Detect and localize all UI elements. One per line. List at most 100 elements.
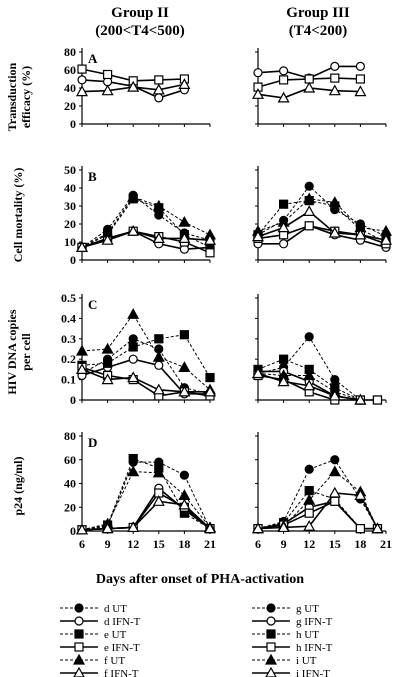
- x-axis-title: Days after onset of PHA-activation: [96, 572, 304, 587]
- panel-c-group-ii-point-f-ut: [127, 308, 140, 319]
- legend-marker-square-icon: [74, 629, 84, 639]
- legend-marker-square-icon: [74, 642, 84, 652]
- panel-c-group-ii-y-tick-label: 0.3: [61, 332, 76, 346]
- legend-label: h IFN-T: [296, 642, 333, 654]
- x-tick-label: 12: [127, 537, 139, 551]
- panel-a-y-label-line1: Transduction: [5, 62, 19, 131]
- panel-c-y-label-line2: per cell: [19, 333, 33, 371]
- panel-a-group-iii-point-g-ifn-t: [330, 61, 340, 72]
- x-tick-label: 15: [329, 537, 341, 551]
- panel-d-group-iii: [251, 432, 387, 534]
- panel-c-group-ii-point-e-ut: [179, 330, 189, 340]
- panel-d-group-ii-point-f-ifn-t: [75, 523, 89, 535]
- panel-c-group-ii-y-tick-label: 0: [70, 393, 76, 407]
- legend-marker-triangle-icon: [265, 666, 277, 677]
- panel-d-group-iii-line-i-ifn-t: [257, 492, 379, 530]
- panel-c-group-iii-point-i-ifn-t: [354, 393, 367, 405]
- panel-a-group-ii-y-tick-label: 20: [64, 99, 76, 113]
- panel-c-group-ii-point-f-ifn-t: [101, 373, 114, 385]
- panel-b-group-iii-series-g-ut: [253, 181, 391, 242]
- panel-d-group-ii-point-f-ifn-t: [101, 522, 114, 534]
- legend-label: f UT: [104, 655, 125, 667]
- panel-d-group-iii-point-i-ut: [328, 465, 341, 477]
- panel-d-group-ii-y-tick-label: 20: [64, 500, 76, 514]
- panel-a-group-ii-y-tick-label: 40: [64, 81, 76, 95]
- group-iii-subtitle: (T4<200): [289, 23, 348, 39]
- legend-entry-f-ifn-t: f IFN-T: [60, 666, 139, 677]
- panel-c-group-ii-y-tick-label: 0.4: [61, 311, 76, 325]
- panel-d-group-iii-line-i-ut: [257, 470, 378, 530]
- panel-c-group-ii-line-f-ut: [81, 313, 211, 391]
- panel-d-group-ii-series-f-ifn-t: [75, 495, 217, 535]
- panel-c-group-ii-point-e-ut: [154, 334, 164, 344]
- panel-a-group-ii-series-f-ifn-t: [75, 78, 191, 97]
- panel-b-group-ii-point-f-ifn-t: [127, 224, 140, 236]
- panel-c-group-ii-point-f-ifn-t: [152, 383, 165, 395]
- panel-c-group-iii-point-i-ifn-t: [303, 379, 316, 391]
- panel-c-group-iii-point-i-ifn-t: [328, 389, 341, 401]
- panel-a-group-iii-point-g-ifn-t: [253, 68, 263, 78]
- legend-entry-e-ut: e UT: [60, 629, 127, 641]
- panel-d-group-ii-y-tick-label: 0: [70, 524, 76, 538]
- panel-d-y-label: p24 (ng/ml): [11, 456, 25, 515]
- panel-d-group-ii-series-d-ut: [77, 457, 215, 535]
- panel-b-group-iii-point-h-ifn-t: [304, 221, 314, 231]
- panel-c-group-iii: [251, 294, 387, 405]
- panel-c-group-ii-point-d-ifn-t: [128, 354, 138, 364]
- panel-a-group-ii-point-f-ifn-t: [152, 83, 165, 95]
- legend-entry-h-ut: h UT: [252, 629, 319, 641]
- panel-d-group-iii-point-g-ut: [330, 455, 340, 465]
- legend-marker-triangle-icon: [72, 653, 86, 665]
- panel-a-group-iii-series-i-ifn-t: [251, 81, 367, 103]
- panel-c-group-iii-point-h-ut: [279, 354, 289, 364]
- legend-marker-circle-icon: [266, 603, 276, 613]
- panel-b-group-iii-series-i-ifn-t: [251, 205, 393, 245]
- legend-entry-h-ifn-t: h IFN-T: [252, 642, 333, 654]
- panel-b-group-ii-point-f-ut: [178, 215, 191, 227]
- x-tick-label: 12: [303, 537, 315, 551]
- x-tick-label: 9: [105, 537, 111, 551]
- panel-d-group-iii-point-i-ifn-t: [303, 520, 316, 531]
- panel-c-group-ii-y-tick-label: 0.2: [61, 352, 76, 366]
- panel-c-group-ii-series-f-ut: [75, 308, 217, 395]
- panel-a-group-ii-point-f-ifn-t: [127, 80, 140, 92]
- panel-b-group-ii-point-f-ifn-t: [101, 233, 114, 245]
- panel-a-y-label-line2: efficacy (%): [19, 66, 33, 128]
- x-tick-label: 21: [204, 537, 216, 551]
- panel-a-group-iii-point-g-ifn-t: [279, 66, 289, 76]
- panel-b-y-label: Cell mortality (%): [11, 168, 25, 263]
- panel-c-group-iii-point-g-ut: [304, 332, 314, 342]
- legend-marker-circle-icon: [74, 616, 84, 626]
- legend-entry-i-ut: i UT: [252, 653, 317, 667]
- panel-b-group-ii-point-f-ifn-t: [75, 241, 89, 252]
- legend-entry-e-ifn-t: e IFN-T: [60, 642, 140, 654]
- panel-d-group-ii-point-e-ut: [128, 453, 138, 464]
- legend-marker-square-icon: [266, 642, 276, 652]
- panel-d-group-iii-point-i-ifn-t: [277, 521, 290, 533]
- panel-a-group-iii-point-i-ifn-t: [354, 85, 367, 97]
- panel-c-group-iii-point-h-ifn-t: [372, 395, 383, 405]
- panel-c-group-ii-point-e-ut: [102, 358, 113, 368]
- panel-c-group-iii-series-i-ifn-t: [251, 367, 367, 405]
- panel-d-group-ii-point-f-ut: [152, 466, 165, 478]
- panel-a-group-iii-point-h-ifn-t: [355, 74, 365, 84]
- panel-d-group-ii-line-e-ut: [81, 457, 211, 531]
- panel-a-group-ii: 0 20 40 60 80 A: [64, 45, 211, 131]
- panel-b-group-ii-point-f-ut: [152, 199, 165, 211]
- panel-d-group-ii-y-tick-label: 80: [64, 429, 76, 443]
- panel-a-group-ii-point-d-ifn-t: [154, 93, 164, 103]
- panel-b-group-iii-point-i-ifn-t: [303, 205, 316, 216]
- panel-a-group-ii-point-d-ifn-t: [77, 75, 87, 85]
- panel-d-group-iii-point-i-ifn-t: [328, 486, 341, 498]
- legend: d UTd IFN-Te UTe IFN-Tf UTf IFN-T g UTg I…: [60, 603, 333, 677]
- legend-label: d UT: [104, 603, 127, 615]
- panel-b-group-ii-series-f-ifn-t: [75, 224, 217, 252]
- panel-b-group-iii-point-i-ut: [328, 196, 341, 207]
- panel-a-group-ii-y-tick-label: 60: [64, 63, 76, 77]
- panel-d-group-ii-point-f-ut: [178, 489, 191, 500]
- panel-d-group-iii-point-i-ifn-t: [251, 522, 265, 534]
- panel-c-group-ii: 0 0.1 0.2 0.3 0.4 0.5 C: [61, 291, 217, 407]
- panel-d-group-iii-point-h-ut: [304, 486, 314, 496]
- panel-a-group-ii-point-f-ifn-t: [101, 84, 114, 96]
- panel-d-group-ii-line-f-ut: [81, 471, 211, 531]
